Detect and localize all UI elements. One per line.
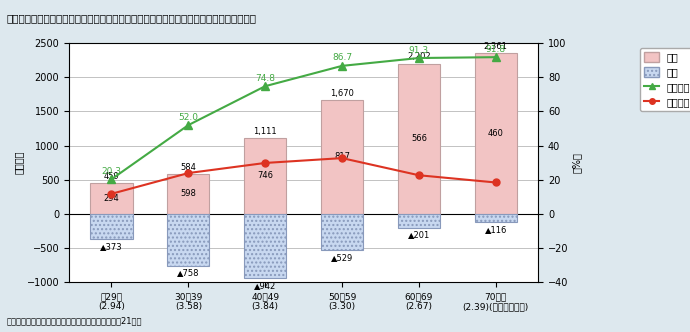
Text: 52.0: 52.0 [178,113,198,122]
Text: 598: 598 [180,190,196,199]
Bar [90,183,132,214]
Text: ▲116: ▲116 [484,224,507,233]
Text: 2,202: 2,202 [407,52,431,61]
Text: 1,670: 1,670 [330,89,354,98]
Bar [397,214,440,228]
Text: 74.8: 74.8 [255,74,275,83]
Bar [475,214,517,222]
Text: 91.8: 91.8 [486,45,506,54]
Text: 1,111: 1,111 [253,127,277,136]
Bar [90,214,132,239]
Text: 566: 566 [411,134,427,143]
Text: 20.3: 20.3 [101,167,121,176]
Text: ▲758: ▲758 [177,268,199,278]
Bar [475,53,517,214]
Bar [244,214,286,278]
Text: 資料：総務省「家計調査（二人以上世帯）」（平成21年）: 資料：総務省「家計調査（二人以上世帯）」（平成21年） [7,316,142,325]
Text: 584: 584 [180,163,196,172]
Text: 図１－２－２－６　　世帯主の年齢階級別１世帯当たりの貯蓄・負債、年間収入、持家率: 図１－２－２－６ 世帯主の年齢階級別１世帯当たりの貯蓄・負債、年間収入、持家率 [7,13,257,23]
Bar [321,100,363,214]
Text: 2,361: 2,361 [484,42,508,50]
Bar [321,214,363,250]
Text: 294: 294 [104,194,119,203]
Y-axis label: （%）: （%） [571,152,581,173]
Bar [244,138,286,214]
Bar [397,63,440,214]
Text: ▲942: ▲942 [254,281,276,290]
Bar [167,174,210,214]
Text: ▲529: ▲529 [331,253,353,262]
Legend: 貯蓄, 負債, 持家率（右軸）, 年間収入: 貯蓄, 負債, 持家率（右軸）, 年間収入 [640,48,690,112]
Text: 86.7: 86.7 [332,53,352,62]
Text: ▲373: ▲373 [100,242,123,251]
Bar [167,214,210,266]
Text: 817: 817 [334,152,350,161]
Text: 91.3: 91.3 [408,45,429,54]
Text: 459: 459 [104,172,119,181]
Y-axis label: （万円）: （万円） [14,151,24,174]
Text: 460: 460 [488,129,504,138]
Text: 746: 746 [257,171,273,181]
Text: ▲201: ▲201 [408,230,430,239]
